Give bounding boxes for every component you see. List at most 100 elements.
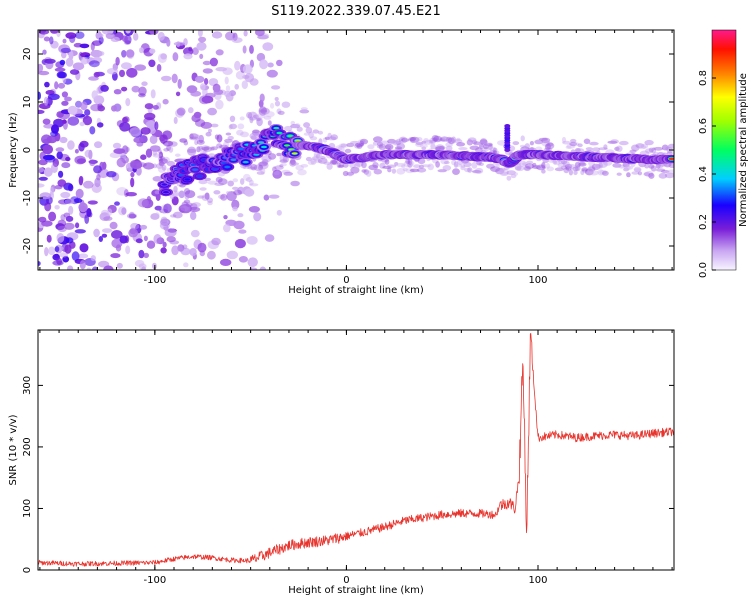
snr-area (38, 330, 674, 570)
halo-cell (619, 140, 629, 146)
noise-cell (83, 180, 94, 189)
halo-cell (562, 160, 570, 168)
halo-cell (294, 123, 301, 128)
halo-cell (314, 159, 323, 163)
halo-cell (633, 168, 642, 172)
halo-cell (475, 147, 483, 154)
noise-cell (172, 52, 179, 62)
noise-cell (43, 96, 49, 106)
halo-cell (377, 141, 384, 147)
noise-cell (188, 107, 194, 114)
halo-cell (428, 140, 433, 144)
noise-cell (59, 252, 69, 258)
halo-cell (573, 170, 578, 176)
noise-cell (101, 233, 108, 238)
snr-xlabel: Height of straight line (km) (288, 585, 424, 596)
noise-cell (130, 222, 140, 230)
noise-cell (111, 105, 117, 112)
halo-cell (376, 144, 384, 149)
spur-cell (504, 124, 511, 128)
noise-cell (223, 223, 231, 233)
noise-cell (256, 52, 266, 62)
noise-cell (237, 213, 244, 218)
halo-cell (583, 138, 591, 145)
noise-cell (98, 36, 104, 45)
halo-cell (196, 146, 201, 153)
halo-cell (372, 162, 379, 168)
noise-cell (166, 236, 176, 243)
noise-cell (61, 51, 67, 59)
halo-cell (440, 136, 449, 142)
halo-cell (259, 109, 267, 113)
halo-cell (580, 169, 585, 176)
halo-cell (322, 137, 328, 143)
halo-cell (529, 141, 535, 146)
halo-cell (156, 163, 163, 169)
halo-cell (322, 157, 328, 163)
halo-cell (456, 137, 461, 142)
halo-cell (653, 146, 664, 151)
halo-cell (170, 192, 181, 197)
noise-cell (92, 266, 99, 270)
noise-cell (130, 160, 143, 170)
halo-cell (522, 162, 528, 166)
noise-cell (272, 169, 283, 179)
noise-cell (249, 267, 258, 270)
halo-cell (331, 160, 338, 165)
colorbar: 0.0 0.2 0.4 0.6 0.8 Normalized spectral ampl… (698, 29, 749, 278)
noise-cell (56, 151, 63, 160)
halo-cell (398, 136, 408, 144)
halo-cell (161, 164, 167, 171)
halo-cell (365, 170, 372, 177)
halo-cell (571, 142, 580, 146)
noise-cell (44, 58, 56, 64)
halo-cell (289, 159, 297, 167)
ridge-cell (276, 131, 283, 135)
halo-cell (453, 161, 459, 168)
halo-cell (591, 163, 601, 170)
halo-cell (359, 138, 369, 145)
halo-cell (427, 163, 435, 171)
halo-cell (175, 153, 181, 157)
noise-cell (49, 186, 55, 196)
noise-cell (106, 171, 117, 178)
noise-cell (101, 209, 109, 216)
halo-cell (445, 145, 453, 152)
noise-cell (215, 99, 224, 110)
noise-cell (207, 107, 218, 116)
noise-cell (44, 247, 49, 257)
halo-cell (454, 139, 463, 144)
noise-cell (54, 246, 60, 253)
halo-cell (236, 129, 244, 136)
halo-cell (189, 133, 199, 140)
noise-cell (215, 49, 224, 56)
ridge-cell (163, 191, 169, 194)
noise-cell (50, 131, 58, 137)
halo-cell (395, 138, 402, 146)
noise-cell (67, 116, 80, 126)
halo-cell (250, 135, 257, 141)
halo-cell (157, 149, 162, 153)
halo-cell (497, 140, 507, 146)
noise-cell (62, 38, 67, 44)
noise-cell (243, 30, 248, 37)
halo-cell (394, 162, 399, 166)
halo-cell (421, 140, 427, 144)
noise-cell (146, 240, 156, 249)
noise-cell (103, 216, 113, 221)
halo-cell (391, 140, 401, 146)
noise-cell (38, 63, 44, 73)
noise-cell (248, 206, 260, 213)
noise-cell (226, 250, 238, 260)
halo-cell (541, 169, 546, 174)
halo-cell (597, 169, 605, 176)
halo-cell (251, 129, 261, 136)
halo-cell (430, 139, 436, 144)
noise-cell (129, 211, 135, 219)
halo-cell (574, 148, 581, 153)
halo-cell (589, 141, 599, 146)
halo-cell (588, 166, 596, 172)
halo-cell (346, 172, 355, 176)
halo-cell (196, 134, 201, 142)
halo-cell (407, 161, 413, 168)
